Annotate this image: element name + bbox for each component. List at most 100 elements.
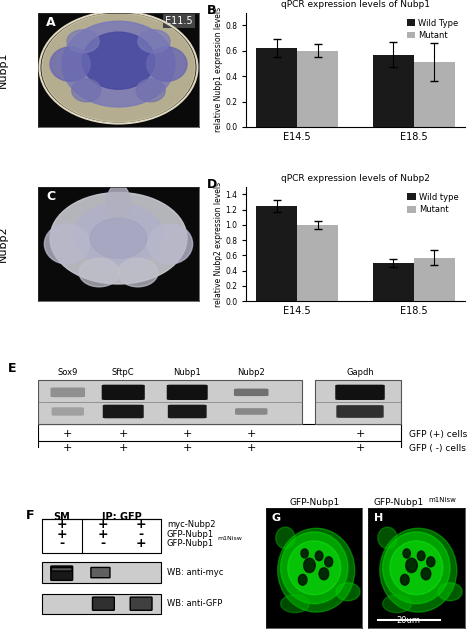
Text: myc-Nubp2: myc-Nubp2: [167, 520, 215, 529]
Text: E11.5: E11.5: [165, 16, 192, 26]
Text: +: +: [182, 429, 192, 439]
Y-axis label: relative Nubp2 expression levels: relative Nubp2 expression levels: [214, 181, 223, 307]
Text: +: +: [98, 527, 109, 541]
Text: WB: anti-GFP: WB: anti-GFP: [167, 599, 222, 608]
Text: +: +: [136, 518, 146, 531]
Text: Gapdh: Gapdh: [346, 368, 374, 377]
Text: B: B: [207, 4, 217, 16]
Ellipse shape: [138, 30, 170, 53]
Bar: [414, 62, 455, 127]
Bar: [256, 48, 297, 127]
Text: +: +: [246, 443, 256, 453]
Text: +: +: [356, 443, 365, 453]
Circle shape: [298, 574, 307, 585]
Ellipse shape: [50, 47, 91, 81]
Text: +: +: [136, 538, 146, 550]
Ellipse shape: [45, 224, 90, 264]
Ellipse shape: [42, 13, 195, 122]
Circle shape: [406, 558, 417, 573]
FancyBboxPatch shape: [168, 404, 207, 418]
Ellipse shape: [90, 218, 147, 258]
Bar: [42, 519, 161, 553]
FancyBboxPatch shape: [102, 385, 145, 400]
Text: -: -: [59, 538, 64, 550]
Ellipse shape: [383, 595, 411, 612]
FancyBboxPatch shape: [103, 404, 144, 418]
Ellipse shape: [380, 528, 457, 612]
Text: +: +: [56, 527, 67, 541]
Bar: [256, 206, 297, 301]
FancyBboxPatch shape: [167, 385, 208, 400]
Ellipse shape: [74, 204, 163, 266]
Text: GFP ( -) cells: GFP ( -) cells: [409, 444, 466, 453]
Circle shape: [301, 549, 308, 558]
Text: Sox9: Sox9: [58, 368, 78, 377]
Ellipse shape: [147, 47, 187, 81]
Circle shape: [427, 557, 435, 567]
FancyBboxPatch shape: [52, 407, 84, 416]
Text: GFP-Nubp1: GFP-Nubp1: [373, 498, 423, 507]
Title: qPCR expression levels of Nubp2: qPCR expression levels of Nubp2: [281, 174, 430, 183]
Bar: [315, 380, 401, 424]
Bar: [38, 380, 302, 424]
FancyBboxPatch shape: [91, 567, 110, 578]
FancyBboxPatch shape: [51, 566, 73, 580]
Legend: Wild type, Mutant: Wild type, Mutant: [406, 191, 460, 216]
Ellipse shape: [438, 583, 462, 601]
FancyBboxPatch shape: [51, 567, 72, 571]
Text: -: -: [101, 538, 106, 550]
Text: +: +: [56, 518, 67, 531]
Text: SM: SM: [54, 512, 70, 522]
FancyBboxPatch shape: [51, 387, 85, 397]
Ellipse shape: [147, 224, 192, 264]
Ellipse shape: [276, 527, 295, 548]
Ellipse shape: [62, 22, 175, 107]
FancyBboxPatch shape: [130, 597, 152, 611]
Ellipse shape: [67, 30, 99, 53]
Text: m1Nisw: m1Nisw: [217, 536, 242, 541]
Text: Nubp2: Nubp2: [0, 226, 8, 262]
Text: Nubp1: Nubp1: [173, 368, 201, 377]
FancyBboxPatch shape: [234, 389, 268, 396]
Bar: [297, 225, 338, 301]
FancyBboxPatch shape: [235, 408, 267, 415]
Text: GFP (+) cells: GFP (+) cells: [409, 430, 467, 439]
Ellipse shape: [79, 258, 119, 287]
Title: qPCR expression levels of Nubp1: qPCR expression levels of Nubp1: [281, 0, 430, 9]
Circle shape: [325, 557, 333, 567]
Circle shape: [417, 551, 425, 560]
Text: F: F: [26, 509, 35, 522]
Text: GFP-Nubp1: GFP-Nubp1: [167, 540, 214, 548]
Ellipse shape: [383, 532, 450, 604]
Text: C: C: [46, 190, 55, 204]
FancyBboxPatch shape: [92, 597, 114, 611]
Circle shape: [403, 549, 410, 558]
Text: WB: anti-myc: WB: anti-myc: [167, 568, 223, 577]
Ellipse shape: [278, 528, 355, 612]
Circle shape: [319, 568, 328, 579]
Ellipse shape: [72, 79, 101, 102]
Y-axis label: relative Nubp1 expression levels: relative Nubp1 expression levels: [214, 7, 223, 133]
Text: Nubp2: Nubp2: [237, 368, 265, 377]
Ellipse shape: [390, 541, 443, 595]
Text: D: D: [207, 178, 218, 191]
Bar: [42, 562, 161, 583]
Text: G: G: [272, 513, 281, 522]
Text: A: A: [46, 16, 55, 29]
Circle shape: [304, 558, 315, 573]
Ellipse shape: [378, 527, 397, 548]
Circle shape: [315, 551, 323, 560]
FancyBboxPatch shape: [335, 385, 385, 400]
Ellipse shape: [281, 595, 310, 612]
Bar: [297, 51, 338, 127]
Text: Nubp1: Nubp1: [0, 51, 8, 88]
Text: -: -: [138, 527, 144, 541]
Ellipse shape: [136, 79, 165, 102]
Text: +: +: [182, 443, 192, 453]
Bar: [38, 424, 401, 456]
Text: +: +: [246, 429, 256, 439]
Text: +: +: [63, 429, 73, 439]
Ellipse shape: [82, 32, 155, 89]
Ellipse shape: [288, 541, 341, 595]
Text: +: +: [356, 429, 365, 439]
